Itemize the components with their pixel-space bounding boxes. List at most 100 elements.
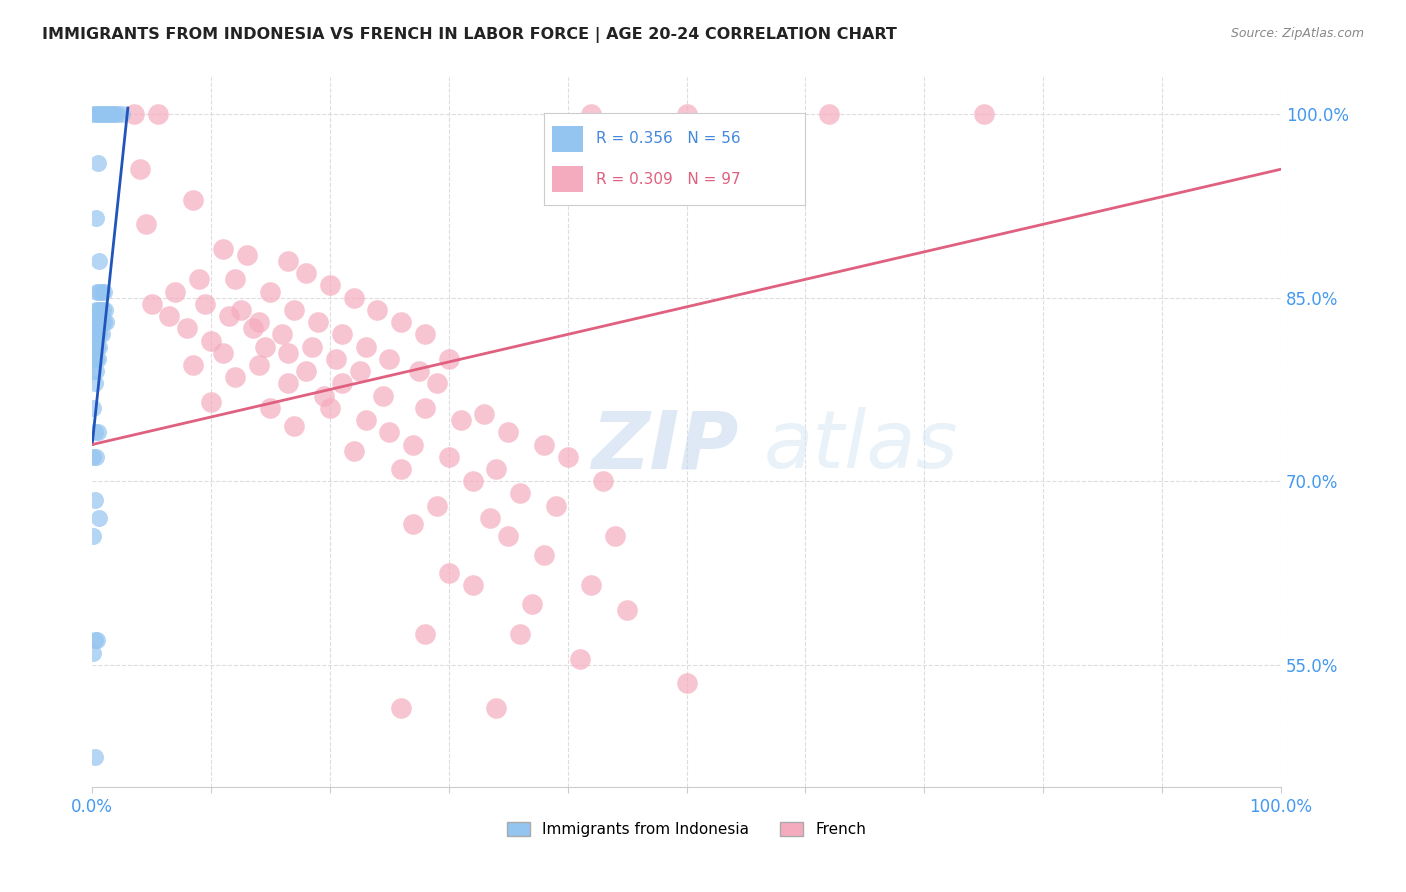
Point [319, 401, 342, 415]
Point [295, 266, 318, 280]
Point [90, 327, 112, 342]
Legend: Immigrants from Indonesia, French: Immigrants from Indonesia, French [501, 816, 872, 843]
Point [675, 676, 697, 690]
Point [247, 358, 270, 372]
Point [330, 327, 353, 342]
Point [229, 302, 252, 317]
Point [91, 107, 114, 121]
Point [86, 315, 108, 329]
Point [616, 603, 638, 617]
Point [84, 351, 107, 366]
Point [402, 517, 425, 532]
Point [82, 107, 104, 121]
Point [277, 376, 299, 391]
Point [389, 315, 412, 329]
Point [82, 351, 104, 366]
Point [84, 364, 107, 378]
Point [82, 364, 104, 378]
Point [89, 254, 111, 268]
Point [96, 315, 118, 329]
Point [89, 340, 111, 354]
Point [592, 475, 614, 489]
Point [973, 107, 995, 121]
Point [87, 156, 110, 170]
Point [235, 248, 257, 262]
Point [83, 425, 105, 440]
Point [389, 700, 412, 714]
Point [104, 107, 127, 121]
Point [437, 566, 460, 580]
Point [93, 285, 115, 299]
Point [90, 285, 112, 299]
Point [253, 340, 276, 354]
Point [89, 327, 111, 342]
Point [461, 578, 484, 592]
Point [84, 302, 107, 317]
Point [212, 242, 235, 256]
Point [86, 633, 108, 648]
Point [485, 700, 508, 714]
Point [94, 302, 117, 317]
Point [87, 351, 110, 366]
Point [402, 437, 425, 451]
Point [181, 193, 204, 207]
Point [319, 278, 342, 293]
Point [413, 327, 436, 342]
Point [218, 309, 240, 323]
Point [98, 107, 121, 121]
Point [141, 297, 163, 311]
Point [84, 211, 107, 226]
Point [581, 107, 603, 121]
Point [349, 364, 371, 378]
Point [544, 499, 567, 513]
Point [247, 315, 270, 329]
Point [520, 597, 543, 611]
Point [89, 302, 111, 317]
Point [82, 529, 104, 543]
Point [474, 407, 496, 421]
Point [111, 107, 134, 121]
Point [307, 315, 329, 329]
Point [343, 291, 366, 305]
Point [89, 107, 111, 121]
Point [408, 364, 430, 378]
Point [200, 334, 222, 348]
Point [101, 107, 124, 121]
Point [533, 437, 555, 451]
Point [122, 107, 145, 121]
Point [97, 107, 120, 121]
Point [330, 376, 353, 391]
Point [605, 529, 627, 543]
Point [581, 578, 603, 592]
Point [83, 633, 105, 648]
Point [259, 401, 281, 415]
Point [91, 302, 114, 317]
Point [181, 358, 204, 372]
Point [479, 511, 502, 525]
Point [437, 450, 460, 464]
Point [200, 394, 222, 409]
Point [533, 548, 555, 562]
Point [194, 297, 217, 311]
Point [146, 107, 169, 121]
Point [82, 401, 104, 415]
Point [242, 321, 264, 335]
Point [509, 627, 531, 641]
Point [86, 340, 108, 354]
Point [312, 388, 335, 402]
Point [83, 340, 105, 354]
Point [366, 302, 388, 317]
Point [413, 627, 436, 641]
Text: atlas: atlas [763, 408, 959, 485]
Point [89, 285, 111, 299]
Point [509, 486, 531, 500]
Point [295, 364, 318, 378]
Point [86, 327, 108, 342]
Point [373, 388, 395, 402]
Point [354, 340, 377, 354]
Point [301, 340, 323, 354]
Point [89, 511, 111, 525]
Point [378, 425, 401, 440]
Point [271, 327, 294, 342]
Point [675, 107, 697, 121]
